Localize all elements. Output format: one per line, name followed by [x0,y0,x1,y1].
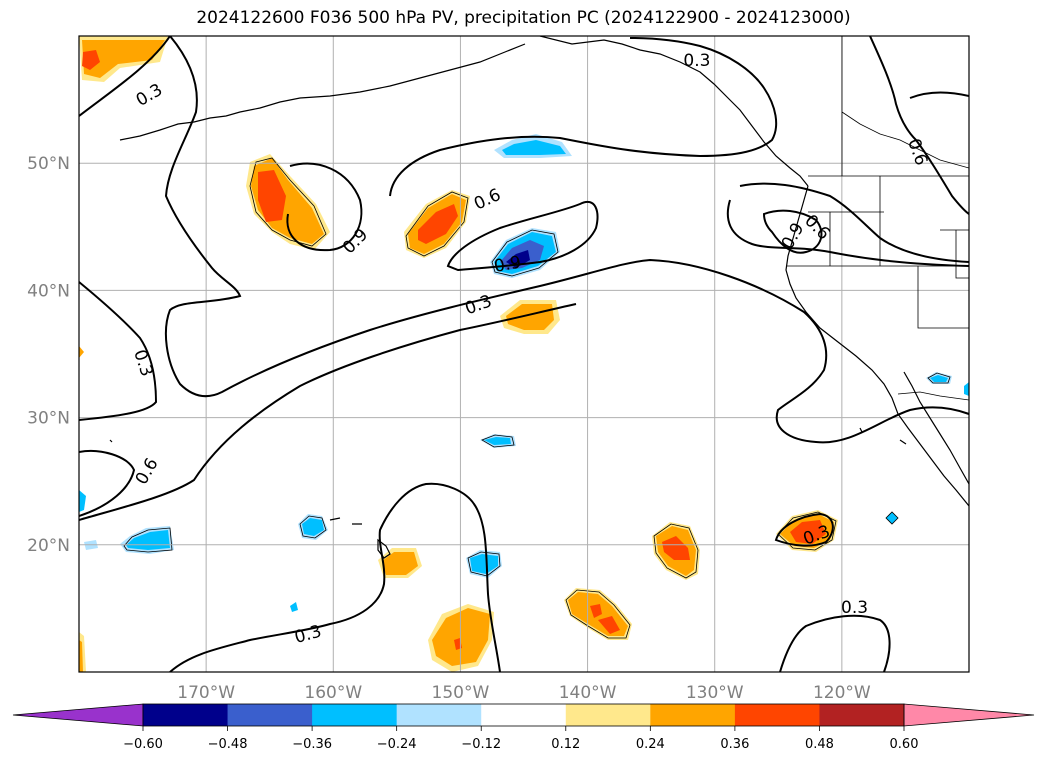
colorbar-tick-label: −0.48 [208,737,248,752]
precip-strong-negative-patch [506,250,530,268]
colorbar-max-extension [903,703,1035,727]
colorbar-tick-label: 0.36 [720,737,749,752]
canada-province-line [841,36,969,176]
ocean-background [79,36,969,672]
lon-tick-label: 160°W [304,683,362,703]
political-boundaries [786,36,969,401]
pv-contour-0.6-northeast [869,36,969,215]
precip-negative-patch [79,490,86,512]
contour-label: 0.3 [683,51,710,71]
precip-strong-patch [418,204,458,244]
precip-strong-patch [82,50,100,70]
latitude-tick-labels: 50°N 40°N 30°N 20°N [27,154,70,556]
colorbar-tick-label: 0.24 [636,737,665,752]
colorbar-segment [650,704,736,726]
precip-negative-patch [930,375,948,382]
precip-strong-patch [590,604,602,618]
precip-strong-patch [662,536,690,560]
colorbar-segment [143,704,229,726]
lat-tick-label: 50°N [27,154,70,174]
colorbar-tick-label: 0.48 [805,737,834,752]
map-frame [78,35,970,673]
colorbar-tick-label: 0.60 [890,737,919,752]
lon-tick-label: 130°W [686,683,744,703]
coastlines [109,36,969,559]
north-america-west-coast [785,185,969,507]
colorbar-segment [819,704,905,726]
contour-label: 0.9 [493,252,523,276]
lon-tick-label: 120°W [813,683,871,703]
lon-tick-label: 150°W [432,683,490,703]
pv-contour-0.3-south-central [169,482,501,672]
pv-contour-0.9-ring [286,162,363,252]
precip-positive-patch [79,640,83,672]
colorbar-tick-label: −0.24 [377,737,417,752]
colorbar-segment [734,704,820,726]
alaska-coastline [539,36,809,187]
lat-tick-label: 20°N [27,536,70,556]
pv-contour-0.3-west [79,281,158,421]
colorbar-tick-label: −0.12 [461,737,501,752]
baja-california-east-coast [903,371,969,485]
precip-positive-patch [79,346,84,358]
colorbar: −0.60 −0.48 −0.36 −0.24 −0.12 0.12 0.24 0.36 0.4… [12,703,1035,752]
pv-contour-0.6-east-lower [726,199,969,267]
lon-tick-label: 140°W [559,683,617,703]
precip-positive-patch [82,40,165,78]
colorbar-tick-label: −0.36 [292,737,332,752]
precip-strong-patch [598,616,620,634]
mexico-border [897,391,969,401]
pv-contour-0.6-north-lobe [389,37,778,197]
map-title: 2024122600 F036 500 hPa PV, precipitatio… [196,8,851,28]
aleutian-islands [119,43,526,141]
precip-negative-patch [502,140,566,155]
precip-negative-patch [290,602,298,612]
pv-contour-0.6-mid [79,303,577,521]
us-state-lines [786,176,969,329]
pv-contour-0.3-large [164,36,969,444]
precipitation-outlines [123,157,951,639]
pv-contour-0.6-east [739,182,969,263]
pv-contour-0.6-northeast-ring [909,91,969,99]
colorbar-outline [142,703,905,727]
lon-tick-label: 170°W [177,683,235,703]
colorbar-tick-label: 0.12 [551,737,580,752]
colorbar-tick-label: −0.60 [123,737,163,752]
lat-tick-label: 30°N [27,409,70,429]
precip-positive-patch [432,608,490,666]
precip-negative-patch [302,518,324,536]
colorbar-segment [565,704,651,726]
precip-strong-patch [790,520,826,544]
precip-strong-patch [258,170,286,222]
colorbar-segment [227,704,313,726]
misc-island [109,427,907,445]
longitude-tick-labels: 170°W 160°W 150°W 140°W 130°W 120°W [177,683,871,703]
colorbar-segment [481,704,567,726]
precip-positive-patch [506,304,554,330]
precip-negative-patch [470,554,498,574]
colorbar-segment [396,704,482,726]
pv-contour-0.3-subtropical [774,512,834,547]
pv-contour-0.9-north-inner [446,201,599,272]
pv-contour-0.3-southeast [779,614,891,672]
precip-negative-patch [484,437,511,445]
lat-tick-label: 40°N [27,281,70,301]
pv-contour-0.6-west [79,450,136,517]
colorbar-min-extension [12,703,144,727]
colorbar-segment [312,704,398,726]
pv-contours [79,36,969,672]
hawaiian-islands [329,517,391,559]
precip-negative-patch [964,382,969,396]
pv-contour-0.9-east [762,209,823,254]
pv-contour-0.3-northwest [79,36,171,117]
contour-label: 0.3 [841,598,868,618]
precip-positive-patch [382,552,418,575]
